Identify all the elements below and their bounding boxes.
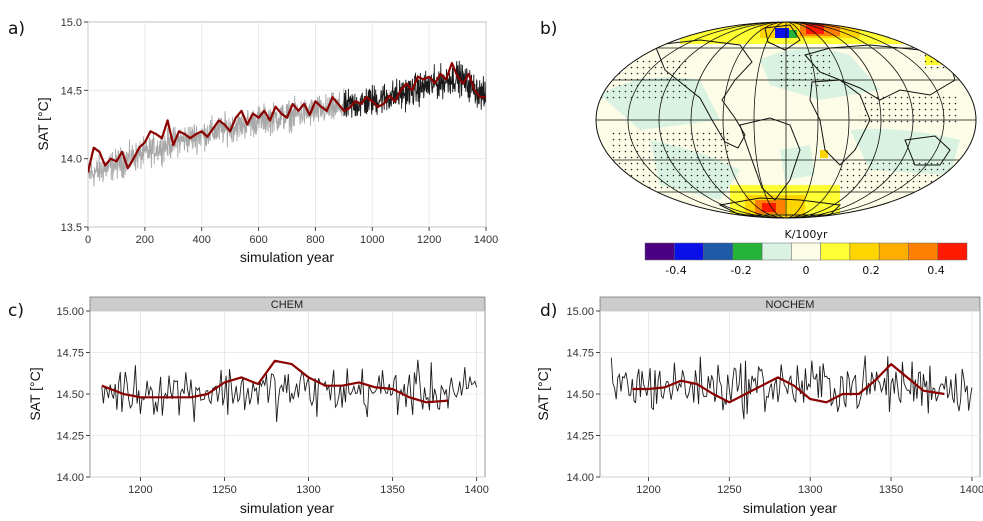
- colorbar-tick-label: -0.4: [665, 264, 686, 277]
- colorbar-swatch: [937, 242, 968, 261]
- x-axis-label-d: simulation year: [743, 500, 837, 516]
- chart-c: CHEM 1200 1250 1300 1350 1400 14.00 14.25 14.50…: [27, 296, 489, 516]
- y-tick-label: 14.0: [61, 154, 82, 166]
- panel-label-c: c): [8, 301, 24, 321]
- ticks-c: 1200 1250 1300 1350 1400 14.00 14.25 14.50 14.75…: [56, 306, 488, 496]
- x-tick-label: 400: [193, 234, 211, 246]
- series-raw: [101, 359, 478, 423]
- y-axis-label-c: SAT [°C]: [27, 367, 43, 420]
- series-c: [101, 359, 478, 423]
- x-tick-label: 0: [85, 234, 91, 246]
- y-tick-label: 15.0: [61, 17, 82, 29]
- x-tick-label: 1250: [717, 484, 741, 496]
- plot-area-a: [87, 21, 487, 228]
- series-d: [610, 355, 973, 420]
- x-tick-label: 600: [249, 234, 267, 246]
- y-tick-label: 15.00: [566, 306, 594, 318]
- colorbar-swatch: [644, 242, 675, 261]
- x-axis-label-c: simulation year: [240, 500, 334, 516]
- y-axis-label-d: SAT [°C]: [535, 367, 551, 420]
- colorbar-swatch: [674, 242, 704, 261]
- colorbar-title: K/100yr: [785, 228, 828, 241]
- y-tick-label: 14.00: [56, 472, 84, 484]
- x-tick-label: 1200: [417, 234, 441, 246]
- anomaly-patch: [820, 150, 828, 158]
- colorbar-swatch: [703, 242, 734, 261]
- series-a: [88, 60, 486, 187]
- y-tick-label: 14.25: [56, 431, 84, 443]
- y-tick-label: 13.5: [61, 222, 82, 234]
- x-tick-label: 200: [136, 234, 154, 246]
- x-tick-label: 1300: [296, 484, 320, 496]
- y-tick-label: 14.25: [566, 431, 594, 443]
- x-axis-label-a: simulation year: [240, 249, 334, 265]
- strip-label-c: CHEM: [271, 299, 303, 311]
- x-tick-label: 1000: [360, 234, 384, 246]
- anomaly-patch: [789, 30, 797, 38]
- anomaly-patch: [775, 28, 789, 38]
- panel-label-a: a): [8, 19, 25, 39]
- x-tick-label: 1250: [212, 484, 236, 496]
- anomaly-patch: [600, 40, 630, 50]
- colorbar-tick-label: -0.2: [730, 264, 751, 277]
- map-outline: [595, 21, 977, 219]
- colorbar-swatch: [908, 242, 938, 261]
- anomaly-patch: [806, 24, 824, 34]
- y-tick-label: 14.5: [61, 85, 82, 97]
- colorbar-tick-label: 0.4: [927, 264, 945, 277]
- panel-label-b: b): [540, 19, 557, 39]
- panel-label-d: d): [540, 301, 557, 321]
- colorbar-swatch: [878, 242, 909, 261]
- map-b: K/100yr -0.4 -0.2 0 0.2 0.4: [595, 21, 977, 277]
- colorbar-swatch: [761, 242, 792, 261]
- ticks-a: 0 200 400 600 800 1000 1200 1400 13.5 14.0 14.5 15.…: [61, 17, 499, 246]
- y-tick-label: 14.00: [566, 472, 594, 484]
- y-tick-label: 14.50: [566, 389, 594, 401]
- x-tick-label: 800: [306, 234, 324, 246]
- x-tick-label: 1300: [798, 484, 822, 496]
- stippling: [920, 40, 960, 70]
- y-tick-label: 14.75: [566, 348, 594, 360]
- colorbar-tick-label: 0: [803, 264, 810, 277]
- colorbar: -0.4 -0.2 0 0.2 0.4: [644, 242, 968, 277]
- x-tick-label: 1200: [636, 484, 660, 496]
- y-tick-label: 14.75: [56, 348, 84, 360]
- y-tick-label: 14.50: [56, 389, 84, 401]
- chart-a: 0 200 400 600 800 1000 1200 1400 13.5 14.0 14.5 15.…: [35, 17, 498, 265]
- colorbar-tick-label: 0.2: [862, 264, 880, 277]
- chart-d: NOCHEM 1200 1250 1300 1350 1400 14.00 14.25 14.…: [535, 296, 983, 516]
- gridlines-a: [87, 21, 487, 228]
- x-tick-label: 1400: [960, 484, 983, 496]
- series-mean: [88, 61, 486, 173]
- ticks-d: 1200 1250 1300 1350 1400 14.00 14.25 14.50 14.75…: [566, 306, 983, 496]
- colorbar-swatch: [791, 242, 821, 261]
- gridlines-c: [90, 310, 485, 478]
- x-tick-label: 1400: [464, 484, 488, 496]
- series-raw-black: [343, 60, 486, 118]
- x-tick-label: 1350: [380, 484, 404, 496]
- colorbar-swatch: [732, 242, 763, 261]
- y-axis-label-a: SAT [°C]: [35, 97, 51, 150]
- anomaly-patch: [762, 203, 776, 212]
- graticule: [596, 22, 976, 218]
- series-smooth: [101, 359, 449, 404]
- colorbar-swatch: [820, 242, 851, 261]
- x-tick-label: 1200: [128, 484, 152, 496]
- series-smooth: [632, 363, 945, 404]
- strip-label-d: NOCHEM: [766, 299, 815, 311]
- y-tick-label: 15.00: [56, 306, 84, 318]
- anomaly-patch: [780, 145, 815, 180]
- x-tick-label: 1350: [879, 484, 903, 496]
- colorbar-swatch: [849, 242, 880, 261]
- x-tick-label: 1400: [474, 234, 498, 246]
